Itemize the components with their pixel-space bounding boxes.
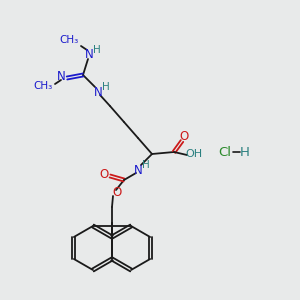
Text: H: H — [102, 82, 110, 92]
Text: N: N — [85, 49, 93, 62]
Text: O: O — [179, 130, 189, 142]
Text: OH: OH — [185, 149, 203, 159]
Text: N: N — [94, 85, 102, 98]
Text: Cl: Cl — [218, 146, 232, 158]
Text: N: N — [57, 70, 65, 83]
Text: O: O — [112, 185, 122, 199]
Text: H: H — [142, 160, 150, 170]
Text: CH₃: CH₃ — [59, 35, 79, 45]
Text: O: O — [99, 167, 109, 181]
Text: CH₃: CH₃ — [33, 81, 52, 91]
Text: N: N — [134, 164, 142, 176]
Text: H: H — [93, 45, 101, 55]
Text: H: H — [240, 146, 250, 158]
